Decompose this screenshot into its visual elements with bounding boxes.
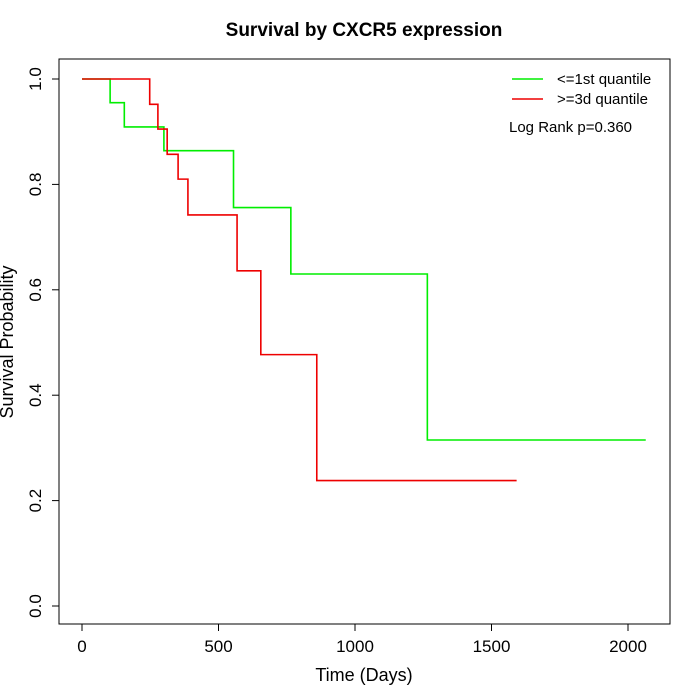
- y-tick-label: 0.6: [26, 278, 45, 302]
- y-tick-label: 0.0: [26, 594, 45, 618]
- chart-title: Survival by CXCR5 expression: [226, 20, 503, 41]
- series-line-1: [82, 78, 517, 482]
- legend: <=1st quantile >=3d quantile: [512, 71, 651, 108]
- y-axis: 0.0 0.2 0.4 0.6 0.8 1.0: [26, 67, 60, 618]
- y-axis-label: Survival Probability: [0, 265, 17, 418]
- x-tick-label: 1500: [473, 637, 511, 656]
- y-tick-label: 0.2: [26, 489, 45, 513]
- series-line-0: [82, 78, 646, 441]
- plot-frame: [58, 58, 671, 625]
- x-tick-label: 0: [77, 637, 86, 656]
- x-tick-label: 500: [204, 637, 232, 656]
- legend-label-1: >=3d quantile: [557, 91, 648, 108]
- x-tick-label: 1000: [336, 637, 374, 656]
- log-rank-annotation: Log Rank p=0.360: [509, 119, 632, 136]
- y-tick-label: 0.8: [26, 173, 45, 197]
- x-axis: 0 500 1000 1500 2000: [77, 623, 647, 656]
- x-axis-label: Time (Days): [315, 665, 412, 685]
- y-tick-label: 1.0: [26, 67, 45, 91]
- series-layer: [82, 78, 646, 482]
- y-tick-label: 0.4: [26, 383, 45, 407]
- legend-label-0: <=1st quantile: [557, 71, 651, 88]
- x-tick-label: 2000: [609, 637, 647, 656]
